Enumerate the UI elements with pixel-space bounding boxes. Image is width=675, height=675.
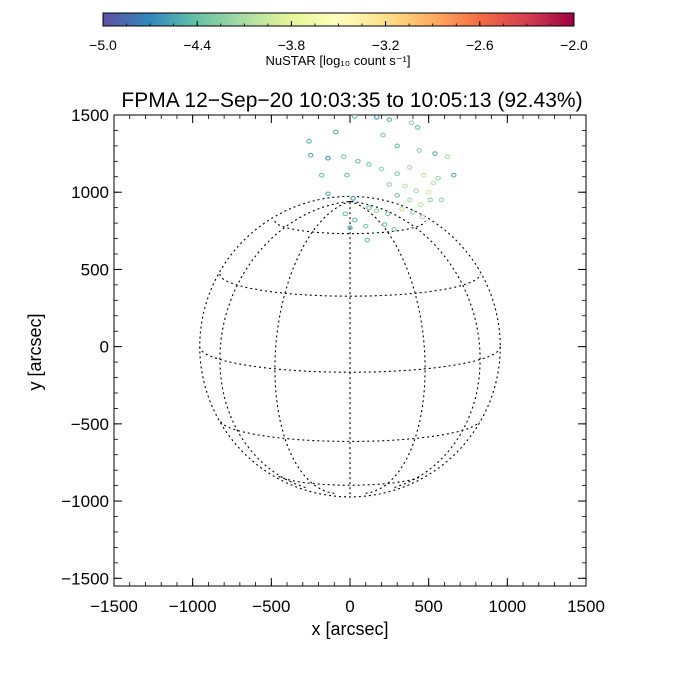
data-point	[394, 192, 400, 198]
colorbar-tick-label: −2.6	[466, 37, 494, 53]
data-point	[325, 191, 331, 197]
y-tick-label: 1000	[71, 183, 109, 202]
data-point	[378, 166, 385, 172]
latitude-line	[278, 475, 422, 486]
data-point	[351, 217, 358, 223]
data-point	[307, 152, 314, 158]
data-point	[414, 125, 421, 130]
y-tick-label: −1500	[61, 569, 109, 588]
x-tick-label: −1500	[90, 597, 138, 616]
data-point	[342, 211, 349, 217]
data-point	[410, 209, 416, 215]
data-point	[325, 155, 331, 161]
colorbar-tick-label: −3.2	[372, 37, 400, 53]
data-point	[438, 197, 445, 203]
data-point	[362, 223, 369, 229]
data-point	[351, 115, 358, 119]
data-point	[340, 154, 347, 160]
colorbar: −5.0 −4.4 −3.8 −3.2 −2.6 −2.0 NuSTAR [log₁₀ c…	[89, 12, 588, 68]
x-tick-label: −1000	[169, 597, 217, 616]
colorbar-label: NuSTAR [log₁₀ count s⁻¹]	[265, 53, 410, 68]
data-point	[373, 208, 380, 214]
plot-frame	[113, 114, 587, 587]
colorbar-tick-label: −4.4	[183, 37, 211, 53]
data-point	[333, 129, 339, 135]
data-point	[421, 172, 427, 178]
data-point	[318, 172, 325, 178]
data-point	[416, 148, 422, 153]
x-axis-label: x [arcsec]	[311, 619, 388, 639]
data-point	[418, 202, 424, 207]
data-point	[408, 120, 415, 126]
latitude-line	[220, 421, 480, 442]
data-point	[347, 225, 353, 231]
data-point	[430, 180, 437, 186]
data-point	[425, 189, 432, 195]
x-tick-label: 0	[345, 597, 354, 616]
data-point	[366, 162, 372, 167]
data-point	[402, 183, 408, 189]
y-axis: 1500 1000 500 0 −500 −1000 −1500	[61, 106, 586, 588]
longitude-line	[349, 200, 481, 489]
data-point	[435, 175, 441, 181]
data-point	[364, 237, 371, 243]
data-points	[306, 115, 457, 243]
colorbar-tick-label: −3.8	[278, 37, 306, 53]
y-tick-label: −500	[71, 415, 109, 434]
x-tick-label: 1500	[567, 597, 605, 616]
solar-disk-grid	[199, 195, 501, 498]
data-point	[444, 154, 451, 160]
data-point	[355, 158, 361, 164]
longitude-line	[219, 200, 351, 489]
data-point	[385, 211, 391, 217]
data-point	[407, 165, 413, 170]
data-point	[344, 172, 350, 178]
data-point	[427, 197, 433, 203]
data-point	[373, 115, 380, 120]
data-point	[386, 182, 393, 187]
y-tick-label: 500	[81, 260, 109, 279]
data-point	[381, 222, 388, 227]
y-tick-label: 1500	[71, 106, 109, 125]
latitude-line	[219, 273, 481, 297]
data-point	[407, 197, 413, 203]
y-tick-label: −1000	[61, 492, 109, 511]
x-axis: −1500 −1000 −500 0 500 1000 1500	[90, 115, 605, 616]
data-point	[394, 143, 400, 149]
data-point	[391, 226, 397, 232]
data-point	[306, 138, 312, 144]
longitude-line	[349, 200, 426, 494]
x-tick-label: −500	[252, 597, 290, 616]
colorbar-tick-label: −5.0	[89, 37, 117, 53]
data-point	[432, 151, 438, 156]
y-tick-label: 0	[100, 338, 109, 357]
data-point	[419, 214, 426, 220]
longitude-line	[274, 200, 351, 494]
data-point	[399, 206, 405, 212]
data-point	[350, 196, 356, 201]
x-tick-label: 500	[414, 597, 442, 616]
data-point	[380, 132, 386, 138]
data-point	[366, 205, 372, 211]
solar-limb	[199, 195, 501, 498]
chart-title: FPMA 12−Sep−20 10:03:35 to 10:05:13 (92.…	[121, 89, 582, 112]
y-axis-label: y [arcsec]	[25, 313, 45, 390]
data-point	[386, 117, 393, 122]
x-tick-label: 1000	[488, 597, 526, 616]
data-point	[394, 171, 400, 177]
colorbar-tick-label: −2.0	[560, 37, 588, 53]
data-point	[413, 188, 419, 194]
data-point	[451, 172, 457, 178]
colorbar-ticks: −5.0 −4.4 −3.8 −3.2 −2.6 −2.0	[89, 21, 588, 53]
